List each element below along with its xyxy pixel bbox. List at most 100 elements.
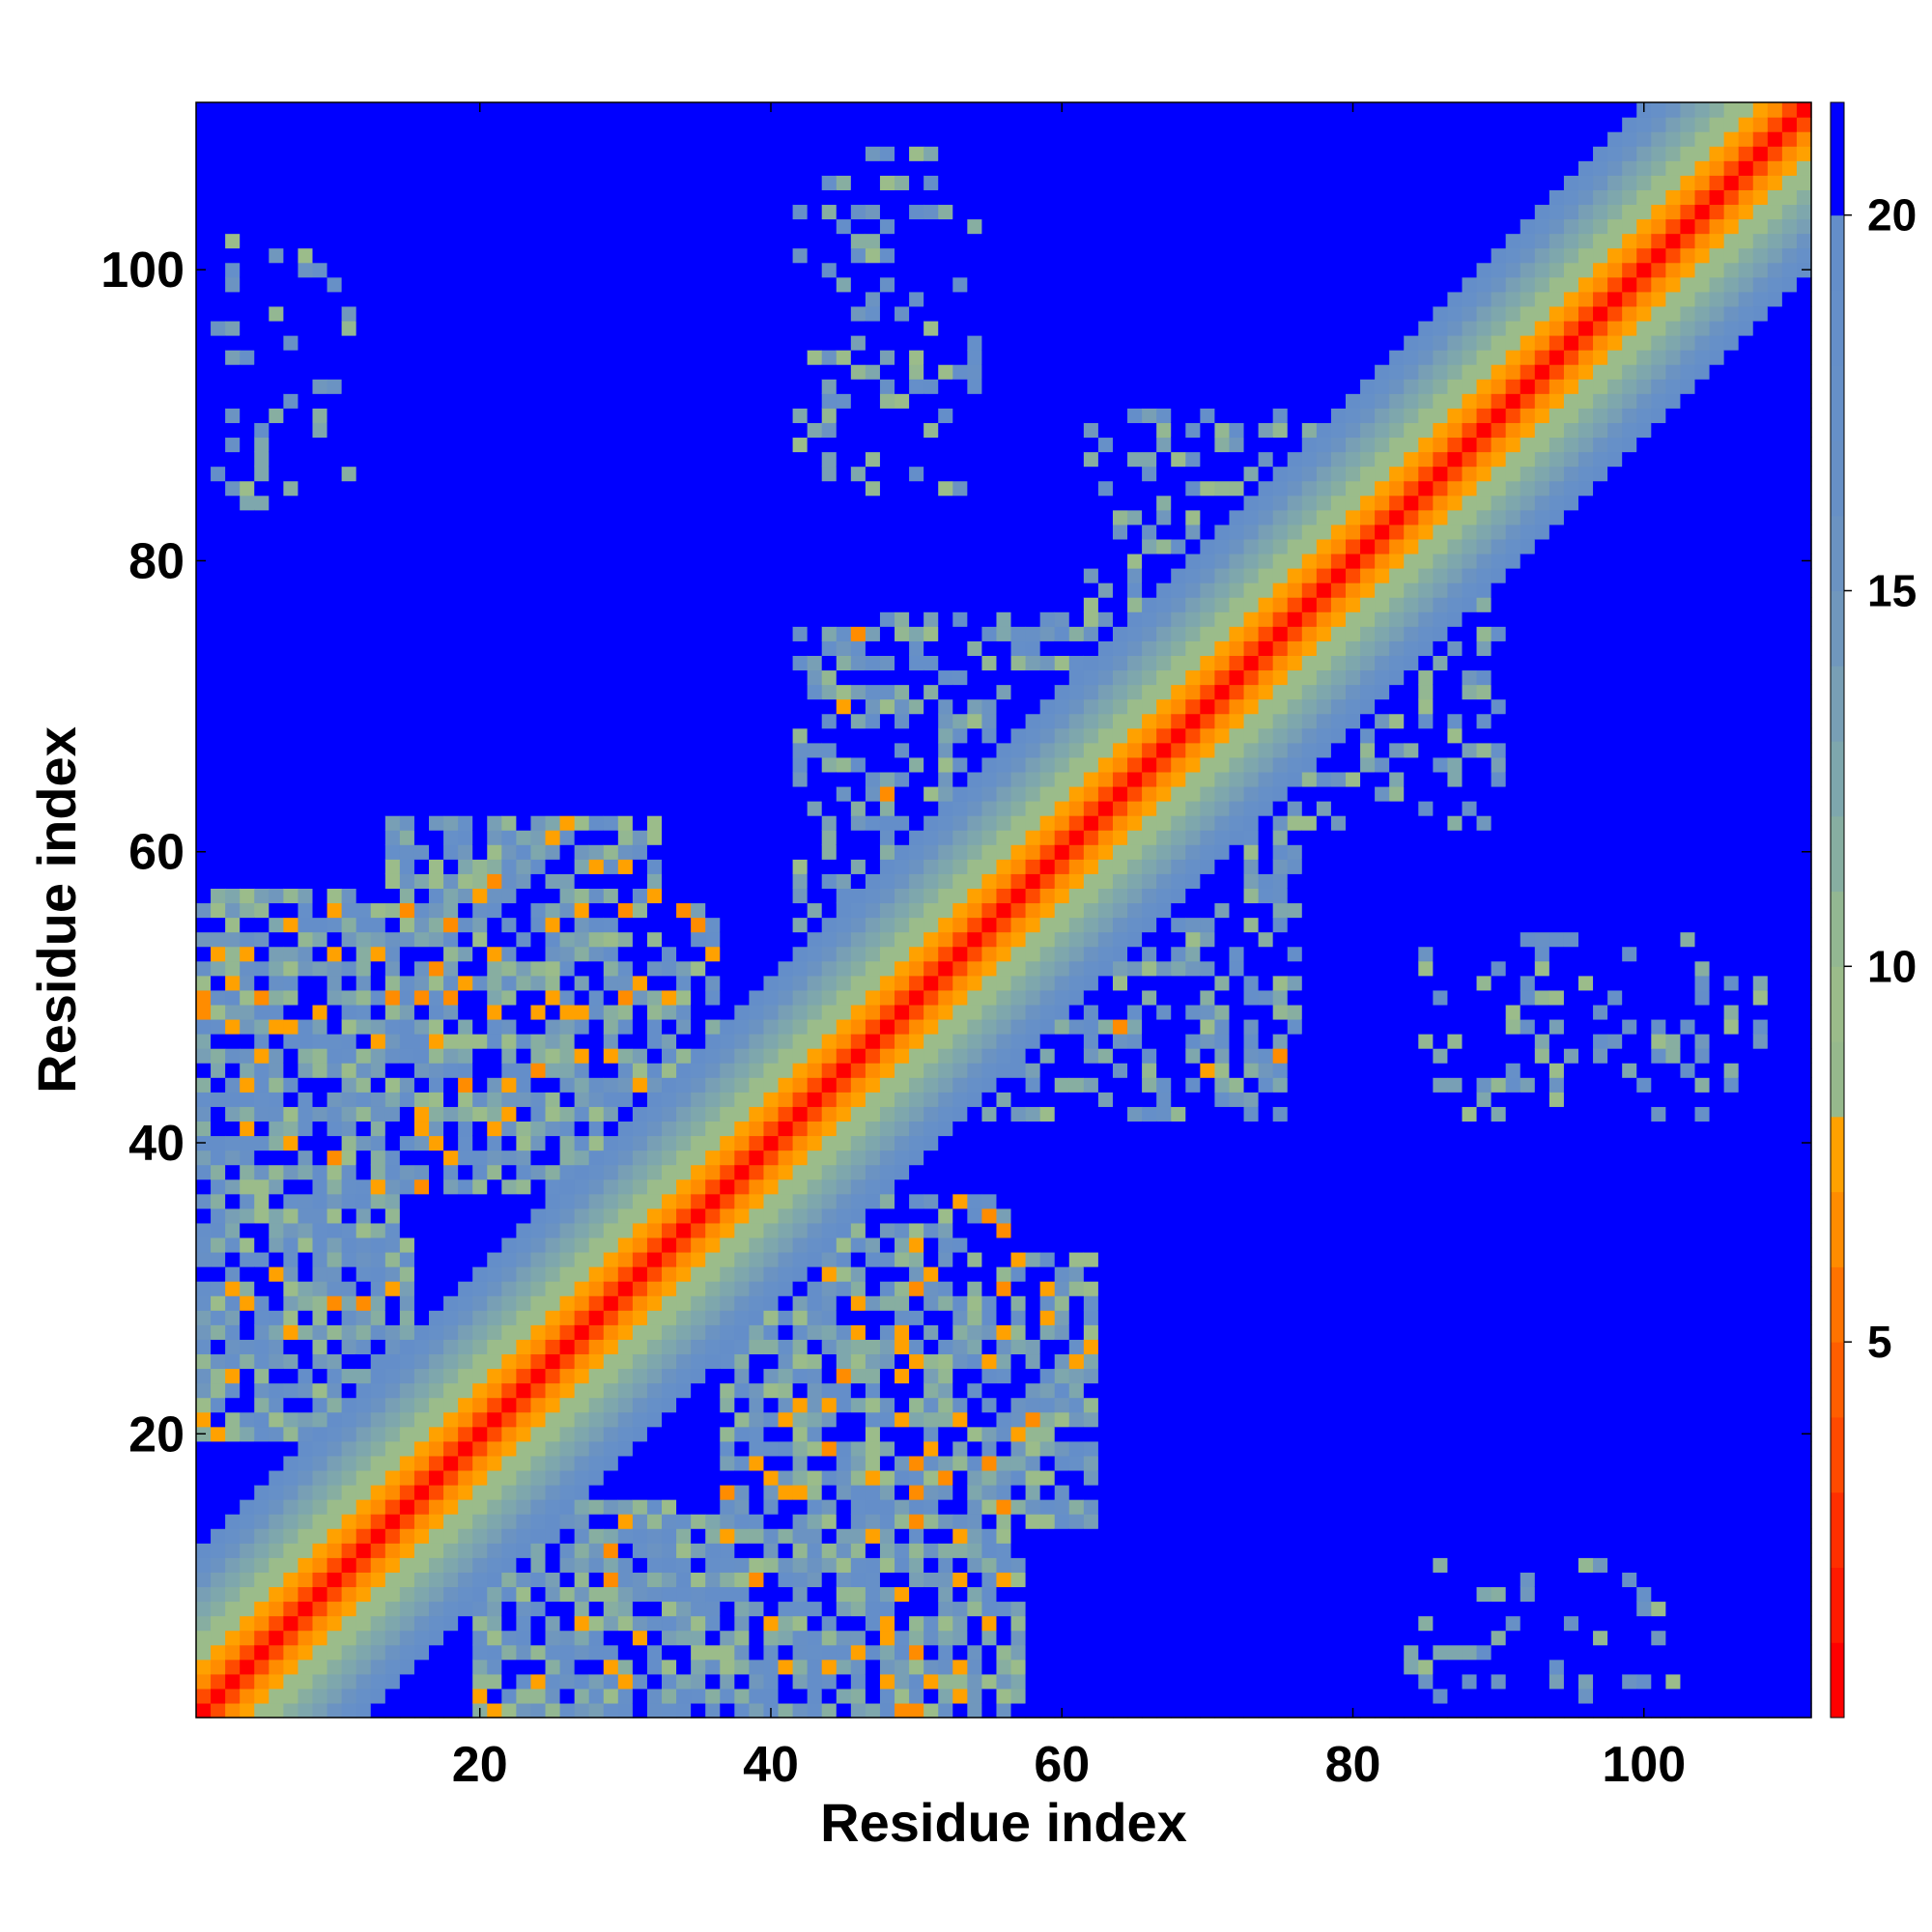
heatmap-cell: [705, 1440, 721, 1457]
heatmap-cell: [240, 1673, 255, 1690]
heatmap-cell: [298, 364, 314, 380]
heatmap-cell: [807, 1193, 823, 1209]
heatmap-cell: [734, 815, 750, 831]
heatmap-cell: [691, 320, 706, 336]
heatmap-cell: [530, 1411, 547, 1428]
heatmap-cell: [312, 305, 328, 322]
heatmap-cell: [443, 538, 459, 554]
heatmap-cell: [778, 1484, 794, 1500]
heatmap-cell: [211, 466, 226, 482]
heatmap-cell: [617, 1572, 634, 1588]
heatmap-cell: [399, 917, 415, 933]
heatmap-cell: [617, 247, 634, 264]
heatmap-cell: [211, 379, 226, 394]
heatmap-cell: [603, 1310, 619, 1325]
heatmap-cell: [662, 1469, 677, 1486]
heatmap-cell: [530, 276, 547, 293]
heatmap-cell: [603, 1135, 619, 1151]
heatmap-cell: [617, 1222, 634, 1238]
heatmap-cell: [516, 669, 532, 686]
heatmap-cell: [734, 1164, 750, 1180]
heatmap-cell: [443, 1266, 459, 1282]
heatmap-cell: [603, 1368, 619, 1384]
heatmap-cell: [836, 1557, 852, 1573]
heatmap-cell: [341, 1179, 357, 1195]
heatmap-cell: [516, 1630, 532, 1646]
heatmap-cell: [516, 131, 532, 147]
heatmap-cell: [646, 1164, 663, 1180]
heatmap-cell: [545, 379, 561, 394]
heatmap-cell: [691, 1164, 706, 1180]
heatmap-cell: [399, 1077, 415, 1093]
heatmap-cell: [749, 917, 765, 933]
heatmap-cell: [807, 902, 823, 919]
heatmap-cell: [516, 1106, 532, 1122]
heatmap-cell: [254, 1543, 270, 1558]
heatmap-cell: [355, 989, 372, 1006]
heatmap-cell: [763, 393, 780, 409]
heatmap-cell: [312, 1092, 328, 1107]
heatmap-cell: [501, 1266, 517, 1282]
heatmap-cell: [691, 888, 706, 904]
heatmap-cell: [240, 218, 255, 235]
heatmap-cell: [705, 669, 721, 686]
heatmap-cell: [836, 1514, 852, 1529]
heatmap-cell: [196, 785, 212, 802]
heatmap-cell: [778, 408, 794, 423]
heatmap-cell: [211, 611, 226, 627]
heatmap-cell: [472, 1324, 488, 1340]
heatmap-cell: [632, 1644, 648, 1661]
heatmap-cell: [574, 1179, 590, 1195]
heatmap-cell: [778, 989, 794, 1006]
heatmap-cell: [603, 960, 619, 977]
heatmap-cell: [487, 509, 502, 526]
heatmap-cell: [778, 422, 794, 439]
heatmap-cell: [778, 247, 794, 264]
heatmap-cell: [384, 756, 401, 773]
heatmap-cell: [662, 291, 677, 307]
heatmap-cell: [312, 131, 328, 147]
heatmap-cell: [603, 466, 619, 482]
heatmap-cell: [749, 233, 765, 249]
heatmap-cell: [778, 1251, 794, 1267]
heatmap-cell: [545, 582, 561, 598]
heatmap-cell: [821, 1324, 838, 1340]
heatmap-cell: [413, 1063, 430, 1078]
heatmap-cell: [501, 597, 517, 612]
heatmap-cell: [384, 1193, 401, 1209]
heatmap-cell: [413, 859, 430, 874]
heatmap-cell: [370, 1673, 386, 1690]
heatmap-cell: [559, 1484, 576, 1500]
heatmap-cell: [283, 568, 299, 583]
heatmap-cell: [283, 218, 299, 235]
heatmap-cell: [254, 1411, 270, 1428]
heatmap-cell: [399, 801, 415, 816]
heatmap-cell: [399, 1179, 415, 1195]
heatmap-cell: [676, 873, 692, 889]
heatmap-cell: [646, 859, 663, 874]
heatmap-cell: [399, 1644, 415, 1661]
heatmap-cell: [705, 902, 721, 919]
heatmap-cell: [705, 1688, 721, 1704]
heatmap-cell: [836, 1397, 852, 1413]
heatmap-cell: [399, 568, 415, 583]
heatmap-cell: [545, 1310, 561, 1325]
heatmap-cell: [429, 1193, 444, 1209]
heatmap-cell: [574, 1572, 590, 1588]
heatmap-cell: [472, 946, 488, 962]
heatmap-cell: [355, 582, 372, 598]
heatmap-cell: [807, 830, 823, 845]
heatmap-cell: [487, 1063, 502, 1078]
heatmap-cell: [225, 335, 241, 351]
heatmap-cell: [211, 902, 226, 919]
heatmap-cell: [836, 1353, 852, 1370]
heatmap-cell: [225, 1528, 241, 1544]
heatmap-cell: [792, 1295, 809, 1311]
heatmap-cell: [355, 117, 372, 132]
heatmap-cell: [617, 131, 634, 147]
heatmap-cell: [778, 350, 794, 365]
heatmap-cell: [240, 233, 255, 249]
heatmap-cell: [603, 204, 619, 220]
heatmap-cell: [355, 1426, 372, 1442]
heatmap-cell: [617, 393, 634, 409]
